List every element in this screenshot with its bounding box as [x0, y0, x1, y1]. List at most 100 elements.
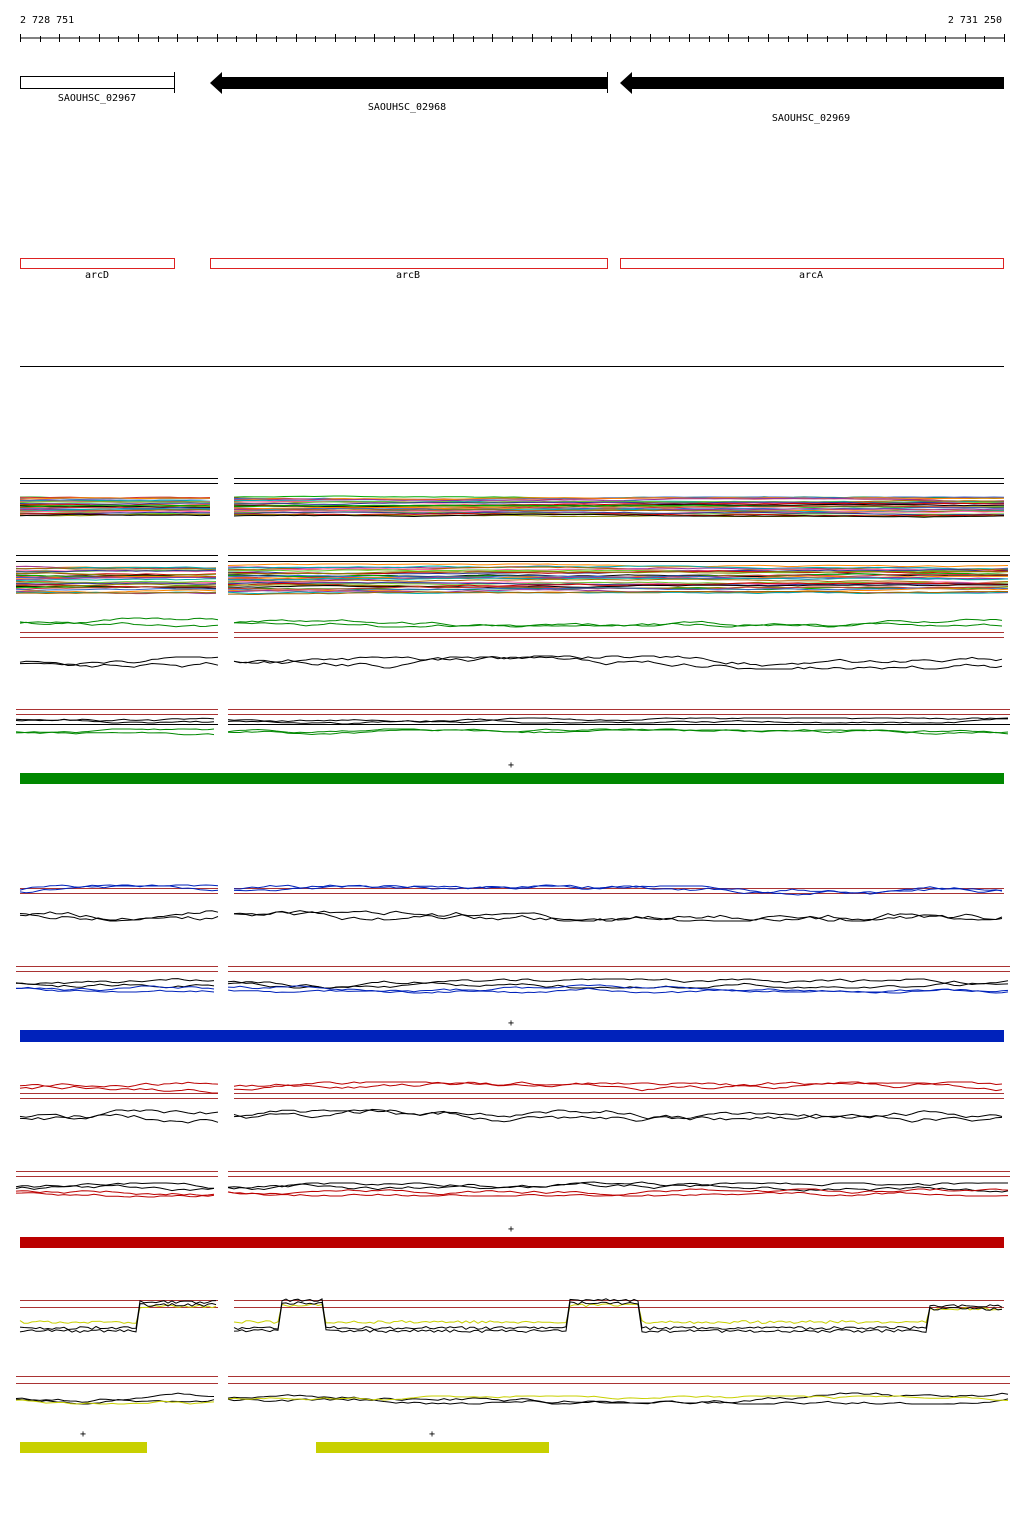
red-trace: [15, 1190, 215, 1196]
bundle-trace: [233, 513, 1005, 518]
blue-trace: [19, 885, 219, 894]
bundle-trace: [15, 591, 216, 595]
black-trace: [227, 980, 1009, 989]
coordinate-ruler: [20, 34, 1005, 42]
region-bar-yellow-1[interactable]: [20, 1442, 147, 1453]
red-trace: [19, 1081, 219, 1088]
black-trace: [15, 1184, 215, 1192]
red-trace: [15, 1192, 215, 1198]
start-coordinate-label: 2 728 751: [20, 15, 74, 26]
bundle-trace: [15, 569, 217, 573]
black-trace: [227, 1392, 1009, 1404]
red-trace: [233, 1082, 1003, 1092]
green-trace: [19, 621, 219, 628]
expression-signal-tracks: [15, 478, 1010, 1405]
black-trace: [227, 1181, 1009, 1193]
red-trace: [227, 1188, 1009, 1196]
green-trace: [233, 618, 1003, 628]
strand-marker-blue: +: [508, 1018, 514, 1029]
bundle-trace: [19, 501, 211, 504]
blue-trace: [15, 985, 215, 992]
black-trace: [233, 655, 1003, 669]
black-trace: [233, 1108, 1003, 1123]
bundle-trace: [15, 567, 217, 571]
black-trace: [19, 1300, 217, 1331]
bundle-trace: [227, 565, 1009, 570]
black-trace: [19, 661, 219, 668]
black-trace: [233, 910, 1003, 922]
red-trace: [233, 1081, 1003, 1092]
black-trace: [15, 717, 215, 722]
region-bar-green[interactable]: [20, 773, 1004, 784]
bundle-trace: [19, 497, 211, 500]
bundle-trace: [227, 584, 1009, 589]
green-trace: [227, 729, 1009, 736]
gene-track-loci: SAOUHSC_02967 SAOUHSC_02968 SAOUHSC_0296…: [20, 72, 1004, 124]
bundle-trace: [15, 586, 216, 590]
black-trace: [233, 656, 1003, 670]
bundle-trace: [15, 582, 217, 585]
bundle-trace: [227, 590, 1008, 595]
gene-feature-saouhsc-02968[interactable]: [210, 72, 608, 94]
bundle-trace: [19, 504, 211, 508]
gene-box-arca[interactable]: [620, 258, 1004, 269]
black-trace: [233, 1298, 1003, 1331]
red-trace: [19, 1085, 218, 1094]
black-trace: [19, 1113, 219, 1124]
bundle-trace: [233, 498, 1005, 502]
gene-box-arcd[interactable]: [20, 258, 175, 269]
region-bar-red[interactable]: [20, 1237, 1004, 1248]
region-bar-blue[interactable]: [20, 1030, 1004, 1042]
blue-trace: [227, 984, 1009, 993]
bundle-trace: [19, 510, 211, 513]
bundle-trace: [227, 571, 1009, 575]
black-trace: [233, 1109, 1003, 1121]
region-bar-yellow-2[interactable]: [316, 1442, 549, 1453]
gene-label-saouhsc-02969: SAOUHSC_02969: [772, 113, 850, 124]
strand-marker-green: +: [508, 760, 514, 771]
blue-trace: [16, 986, 215, 993]
bundle-trace: [233, 501, 1005, 506]
end-coordinate-label: 2 731 250: [948, 15, 1002, 26]
gene-box-arcb[interactable]: [210, 258, 608, 269]
black-trace: [15, 982, 215, 989]
black-trace: [19, 913, 219, 921]
yellow-trace: [233, 1303, 1003, 1325]
bundle-trace: [227, 563, 1009, 568]
gene-label-saouhsc-02968: SAOUHSC_02968: [368, 102, 446, 113]
black-trace: [19, 656, 219, 667]
bundle-trace: [233, 497, 1005, 501]
blue-trace: [227, 987, 1009, 994]
strand-marker-red: +: [508, 1224, 514, 1235]
bundle-trace: [15, 589, 217, 593]
strand-marker-yellow-1: +: [80, 1429, 86, 1440]
green-trace: [19, 617, 219, 625]
black-trace: [15, 978, 215, 986]
bundle-trace: [15, 580, 217, 584]
bundle-trace: [227, 582, 1009, 588]
gene-feature-saouhsc-02969[interactable]: [620, 72, 1004, 94]
black-trace: [19, 1109, 219, 1121]
gene-track-names: arcD arcB arcA: [20, 258, 1004, 281]
black-trace: [233, 910, 1003, 921]
bundle-trace: [233, 504, 1005, 509]
bundle-trace: [15, 583, 217, 588]
bundle-trace: [20, 508, 210, 512]
black-trace: [227, 717, 1009, 725]
bundle-trace: [19, 513, 211, 517]
black-trace: [15, 1397, 215, 1405]
yellow-trace: [227, 1395, 1009, 1401]
gene-name-arcb: arcB: [396, 270, 420, 281]
black-trace: [15, 1182, 215, 1190]
gene-name-arcd: arcD: [85, 270, 109, 281]
blue-trace: [233, 885, 1003, 894]
bundle-trace: [15, 578, 217, 581]
gene-label-saouhsc-02967: SAOUHSC_02967: [58, 93, 136, 104]
black-trace: [227, 718, 1009, 724]
black-trace: [19, 1302, 217, 1333]
bundle-trace: [15, 587, 217, 591]
bundle-trace: [227, 578, 1009, 584]
gene-feature-saouhsc-02967[interactable]: [20, 72, 175, 93]
bundle-trace: [227, 567, 1009, 572]
